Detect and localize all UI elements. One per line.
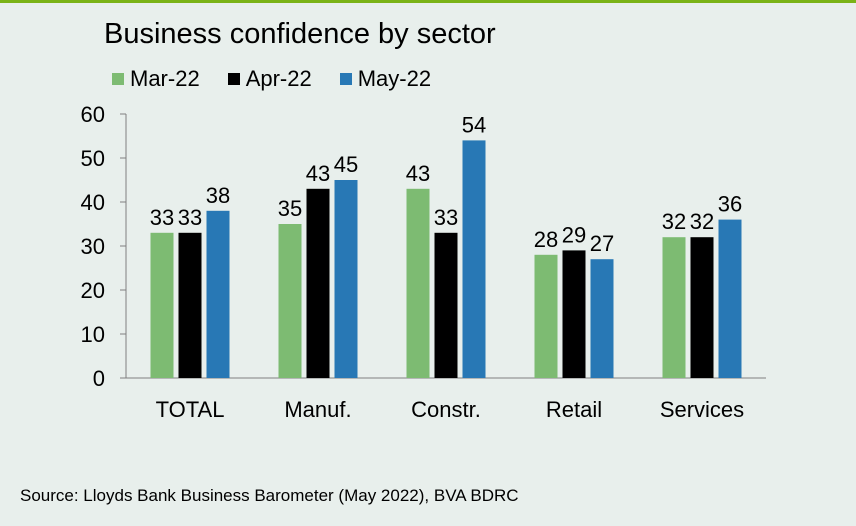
bar-apr-22-services [690, 237, 714, 378]
y-tick-label: 20 [81, 278, 105, 303]
bar-mar-22-manuf [278, 224, 302, 378]
data-label: 29 [562, 222, 586, 247]
top-accent-rule [0, 0, 856, 3]
data-label: 43 [306, 161, 330, 186]
legend-label-apr-22: Apr-22 [245, 66, 312, 91]
x-tick-label: TOTAL [156, 397, 225, 422]
bar-apr-22-manuf [306, 188, 330, 378]
y-tick-label: 60 [81, 102, 105, 127]
chart-title: Business confidence by sector [104, 18, 496, 50]
bar-may-22-constr [462, 140, 486, 378]
y-tick-label: 0 [93, 366, 105, 391]
legend-swatch-apr-22 [227, 73, 240, 85]
data-label: 33 [434, 205, 458, 230]
y-tick-label: 50 [81, 146, 105, 171]
bar-mar-22-total [150, 232, 174, 378]
bar-may-22-retail [590, 259, 614, 378]
bar-apr-22-retail [562, 250, 586, 378]
data-label: 28 [534, 227, 558, 252]
data-label: 45 [334, 152, 358, 177]
data-label: 32 [690, 209, 714, 234]
x-tick-label: Retail [546, 397, 602, 422]
legend-swatch-mar-22 [112, 73, 124, 85]
legend-item-apr-22: Apr-22 [227, 66, 312, 92]
x-tick-label: Services [660, 397, 744, 422]
data-label: 32 [662, 209, 686, 234]
data-label: 43 [406, 161, 430, 186]
bar-apr-22-constr [434, 232, 458, 378]
bar-may-22-total [206, 210, 230, 378]
x-tick-label: Constr. [411, 397, 481, 422]
data-label: 35 [278, 196, 302, 221]
data-label: 33 [150, 205, 174, 230]
legend-swatch-may-22 [339, 73, 352, 85]
bar-may-22-manuf [334, 180, 358, 378]
y-tick-label: 30 [81, 234, 105, 259]
data-label: 38 [206, 183, 230, 208]
bar-apr-22-total [178, 232, 202, 378]
legend-label-may-22: May-22 [357, 66, 432, 91]
data-label: 36 [718, 192, 742, 217]
y-tick-label: 40 [81, 190, 105, 215]
legend-item-mar-22: Mar-22 [112, 66, 200, 92]
x-tick-label: Manuf. [284, 397, 351, 422]
bar-may-22-services [718, 219, 742, 378]
bar-mar-22-retail [534, 254, 558, 378]
bar-mar-22-constr [406, 188, 430, 378]
y-tick-label: 10 [81, 322, 105, 347]
data-label: 27 [590, 231, 614, 256]
legend: Mar-22 Apr-22 May-22 [112, 66, 459, 92]
source-note: Source: Lloyds Bank Business Barometer (… [20, 486, 519, 505]
bar-mar-22-services [662, 237, 686, 378]
data-label: 33 [178, 205, 202, 230]
data-label: 54 [462, 112, 486, 137]
legend-item-may-22: May-22 [339, 66, 432, 92]
legend-label-mar-22: Mar-22 [130, 66, 200, 91]
